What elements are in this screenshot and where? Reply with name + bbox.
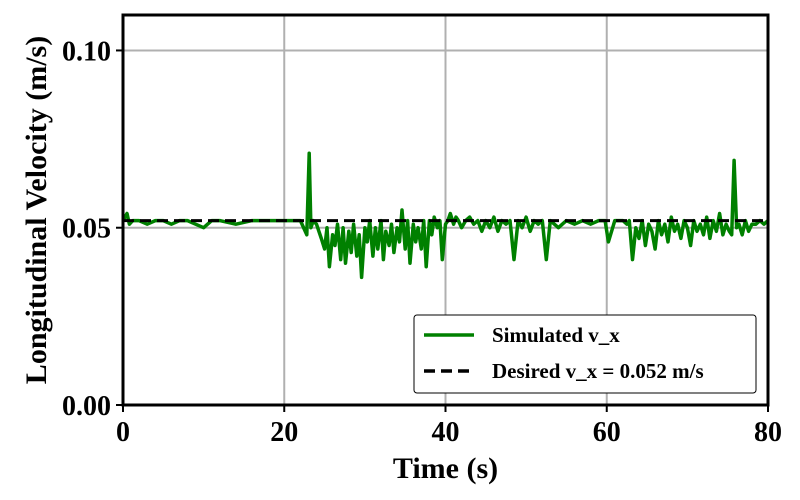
- x-axis-label: Time (s): [393, 452, 498, 485]
- legend: Simulated v_x Desired v_x = 0.052 m/s: [413, 314, 757, 394]
- y-axis-label: Longitudinal Velocity (m/s): [20, 36, 53, 384]
- x-tick-label-2: 40: [432, 417, 460, 448]
- legend-box: [413, 314, 757, 394]
- y-tick-label-1: 0.05: [62, 214, 111, 245]
- y-tick-label-0: 0.00: [62, 391, 111, 422]
- series-layer: [121, 151, 770, 280]
- axis-ticks: 0 20 40 60 80 0.00 0.05 0.10: [62, 36, 782, 448]
- y-tick-label-2: 0.10: [62, 36, 111, 67]
- x-tick-label-4: 80: [754, 417, 782, 448]
- x-tick-label-0: 0: [116, 417, 130, 448]
- x-tick-label-3: 60: [593, 417, 621, 448]
- legend-label-simulated: Simulated v_x: [492, 323, 620, 347]
- x-tick-label-1: 20: [270, 417, 298, 448]
- legend-label-desired: Desired v_x = 0.052 m/s: [492, 359, 704, 383]
